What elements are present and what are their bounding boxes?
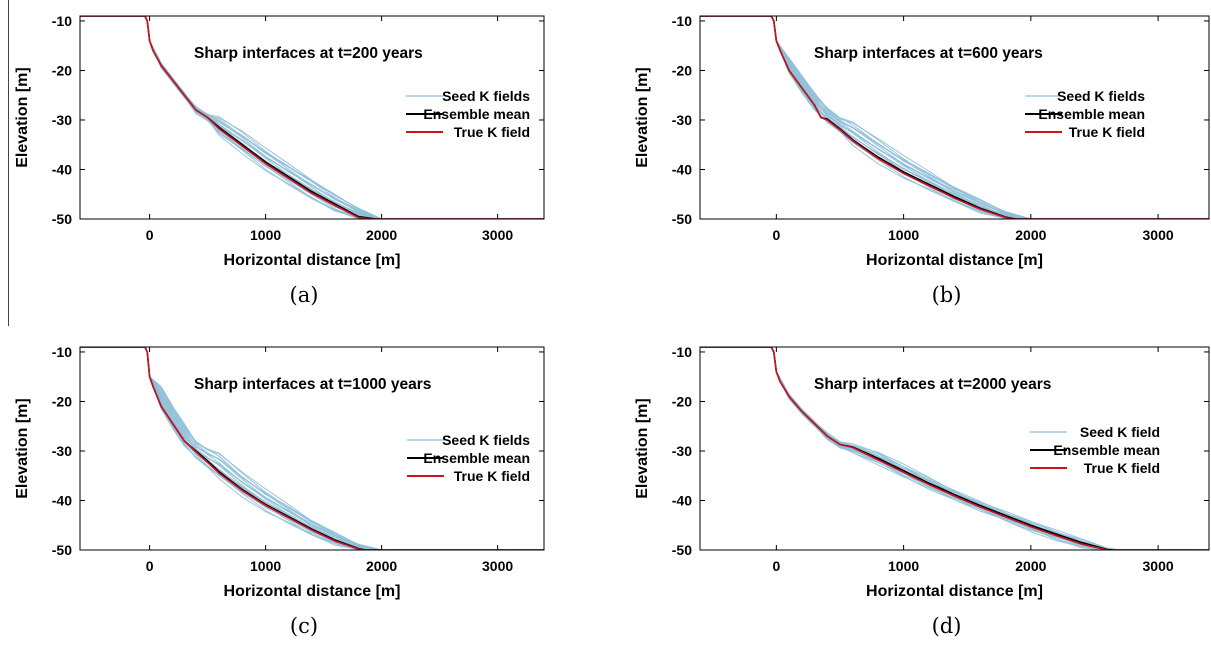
y-tick-label: -50 bbox=[52, 211, 72, 227]
y-tick-label: -50 bbox=[672, 211, 692, 227]
x-tick-label: 3000 bbox=[482, 558, 513, 574]
x-tick-label: 0 bbox=[146, 227, 154, 243]
x-axis-label: Horizontal distance [m] bbox=[866, 583, 1043, 600]
plot-frame bbox=[699, 15, 1210, 220]
legend-entry: Ensemble mean bbox=[423, 450, 530, 466]
x-tick-label: 0 bbox=[772, 558, 780, 574]
x-tick-label: 1000 bbox=[888, 227, 919, 243]
panel-divider bbox=[8, 0, 9, 326]
y-tick-label: -20 bbox=[672, 62, 692, 78]
x-tick-label: 2000 bbox=[366, 558, 397, 574]
panel-caption: (a) bbox=[290, 283, 319, 307]
legend-entry: Ensemble mean bbox=[423, 106, 530, 122]
true-k-field-line bbox=[80, 16, 544, 219]
y-tick-label: -20 bbox=[52, 393, 72, 409]
y-tick-label: -40 bbox=[52, 492, 72, 508]
y-tick-label: -40 bbox=[52, 161, 72, 177]
x-tick-label: 0 bbox=[146, 558, 154, 574]
x-axis-label: Horizontal distance [m] bbox=[224, 252, 401, 269]
true-k-field-line bbox=[700, 16, 1209, 219]
x-tick-label: 0 bbox=[772, 227, 780, 243]
y-tick-label: -10 bbox=[52, 344, 72, 360]
y-axis-label: Elevation [m] bbox=[634, 398, 651, 498]
x-tick-label: 2000 bbox=[366, 227, 397, 243]
chart-panel-d: -10 -20 -30 -40 -50 0 1000 2000 3000 Horizontal d… bbox=[634, 344, 1210, 638]
panel-caption: (d) bbox=[932, 614, 962, 638]
y-tick-label: -30 bbox=[52, 443, 72, 459]
plot-frame bbox=[699, 346, 1210, 551]
legend-entry: True K field bbox=[454, 124, 530, 140]
x-tick-label: 1000 bbox=[250, 558, 281, 574]
true-k-field-line bbox=[700, 347, 1209, 550]
legend-entry: Seed K field bbox=[1080, 424, 1160, 440]
y-tick-label: -20 bbox=[672, 393, 692, 409]
x-tick-label: 3000 bbox=[482, 227, 513, 243]
legend-entry: True K field bbox=[1084, 460, 1160, 476]
legend-entry: True K field bbox=[454, 468, 530, 484]
chart-panel-b: -10 -20 -30 -40 -50 0 1000 2000 3000 Horizontal d… bbox=[634, 13, 1210, 307]
y-tick-label: -30 bbox=[52, 112, 72, 128]
plot-area bbox=[80, 347, 544, 550]
plot-area bbox=[700, 16, 1209, 219]
y-tick-label: -50 bbox=[52, 542, 72, 558]
y-tick-label: -10 bbox=[672, 344, 692, 360]
legend-entry: Ensemble mean bbox=[1038, 106, 1145, 122]
plot-frame bbox=[79, 15, 545, 220]
y-tick-label: -10 bbox=[52, 13, 72, 29]
y-axis-label: Elevation [m] bbox=[634, 67, 651, 167]
x-tick-label: 2000 bbox=[1015, 227, 1046, 243]
x-tick-label: 2000 bbox=[1015, 558, 1046, 574]
x-axis-label: Horizontal distance [m] bbox=[866, 252, 1043, 269]
chart-title: Sharp interfaces at t=200 years bbox=[194, 45, 423, 62]
plot-area bbox=[80, 16, 544, 219]
legend-entry: True K field bbox=[1069, 124, 1145, 140]
legend-entry: Seed K fields bbox=[442, 88, 530, 104]
panel-caption: (b) bbox=[932, 283, 962, 307]
plot-frame bbox=[79, 346, 545, 551]
y-tick-label: -40 bbox=[672, 492, 692, 508]
y-axis-label: Elevation [m] bbox=[14, 67, 31, 167]
y-tick-label: -40 bbox=[672, 161, 692, 177]
chart-panel-c: -10 -20 -30 -40 -50 0 1000 2000 3000 Horizontal d… bbox=[14, 344, 545, 638]
y-tick-label: -30 bbox=[672, 112, 692, 128]
y-tick-label: -20 bbox=[52, 62, 72, 78]
x-axis-label: Horizontal distance [m] bbox=[224, 583, 401, 600]
chart-panel-a: -10 -20 -30 -40 -50 0 1000 2000 3000 Horizontal d… bbox=[14, 13, 545, 307]
x-tick-label: 1000 bbox=[888, 558, 919, 574]
plot-area bbox=[700, 347, 1209, 550]
panel-caption: (c) bbox=[290, 614, 318, 638]
chart-title: Sharp interfaces at t=600 years bbox=[814, 45, 1043, 62]
x-tick-label: 3000 bbox=[1143, 558, 1174, 574]
y-tick-label: -50 bbox=[672, 542, 692, 558]
x-tick-label: 3000 bbox=[1143, 227, 1174, 243]
legend-entry: Ensemble mean bbox=[1053, 442, 1160, 458]
chart-title: Sharp interfaces at t=2000 years bbox=[814, 376, 1051, 393]
y-axis-label: Elevation [m] bbox=[14, 398, 31, 498]
y-tick-label: -30 bbox=[672, 443, 692, 459]
legend-entry: Seed K fields bbox=[1057, 88, 1145, 104]
y-tick-label: -10 bbox=[672, 13, 692, 29]
chart-title: Sharp interfaces at t=1000 years bbox=[194, 376, 431, 393]
x-tick-label: 1000 bbox=[250, 227, 281, 243]
true-k-field-line bbox=[80, 347, 544, 550]
legend-entry: Seed K fields bbox=[442, 432, 530, 448]
